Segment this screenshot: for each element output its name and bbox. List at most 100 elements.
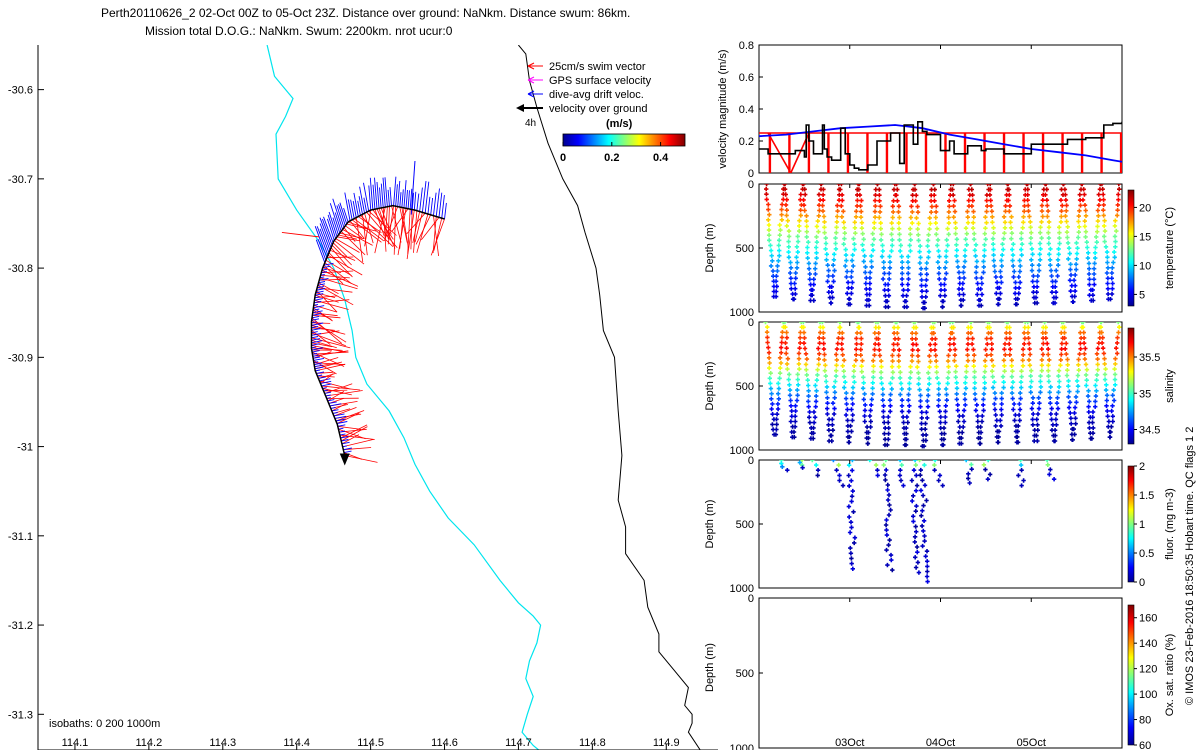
data-point [1000,253,1004,257]
data-point [1075,246,1079,250]
data-point [1026,203,1030,207]
data-point [983,364,987,368]
data-point [1057,369,1061,373]
data-point [1086,405,1090,409]
data-point [804,219,808,223]
data-point [911,514,915,518]
data-point [1035,285,1039,289]
data-point [784,213,788,217]
data-point [1069,416,1073,420]
data-point [1027,358,1031,362]
data-point [971,198,975,202]
data-point [774,417,778,421]
data-point [966,472,970,476]
data-point [767,233,771,237]
data-point [985,198,989,202]
data-point [1074,267,1078,271]
data-point [910,348,914,352]
data-point [1116,192,1120,196]
data-point [1008,347,1012,351]
data-point [770,254,774,258]
data-point [775,269,779,273]
data-point [913,555,917,559]
data-point [1029,369,1033,373]
data-point [913,199,917,203]
data-point [910,478,914,482]
data-point [766,345,770,349]
map-x-tick-label: 114.4 [283,737,310,749]
data-point [1008,336,1012,340]
data-point [789,287,793,291]
data-point [1017,402,1021,406]
data-point [862,414,866,418]
data-point [897,232,901,236]
data-point [1096,362,1100,366]
data-point [972,237,976,241]
data-point [940,305,944,309]
data-point [884,468,888,472]
data-point [1068,251,1072,255]
data-point [952,215,956,219]
data-point [855,198,859,202]
oxygen-colorbar [1128,605,1134,745]
data-point [841,364,845,368]
data-point [841,353,845,357]
data-point [880,381,884,385]
data-point [1002,347,1006,351]
data-point [1099,320,1103,324]
drift-vector [340,434,346,435]
data-point [1011,396,1015,400]
data-point [1077,368,1081,372]
data-point [787,372,791,376]
data-point [917,388,921,392]
data-point [946,376,950,380]
data-point [1087,267,1091,271]
data-point [1104,388,1108,392]
data-point [953,347,957,351]
data-point [910,499,914,503]
data-point [800,466,804,470]
data-point [817,214,821,218]
data-point [1045,458,1049,462]
data-point [980,281,984,285]
data-point [805,235,809,239]
data-point [882,260,886,264]
data-point [898,376,902,380]
data-point [793,425,797,429]
data-point [914,331,918,335]
data-point [936,249,940,253]
data-point [1046,209,1050,213]
data-point [851,375,855,379]
data-point [774,274,778,278]
data-point [897,359,901,363]
data-point [936,260,940,264]
colorbar-tick-label: 15 [1139,231,1151,243]
drift-vector [338,425,345,426]
data-point [1078,347,1082,351]
data-point [1031,274,1035,278]
data-point [1111,419,1115,423]
data-point [935,227,939,231]
drift-vector [428,197,430,214]
data-point [778,371,782,375]
data-point [787,255,791,259]
data-point [821,187,825,191]
data-point [972,359,976,363]
data-point [1115,336,1119,340]
data-point [1031,412,1035,416]
data-point [822,358,826,362]
data-point [851,510,855,514]
data-point [779,351,783,355]
data-point [788,260,792,264]
data-point [936,238,940,242]
temperature-scatter [764,182,1121,311]
data-point [1054,268,1058,272]
data-point [1037,396,1041,400]
data-point [970,342,974,346]
data-point [891,204,895,208]
data-point [787,229,791,233]
data-point [1028,220,1032,224]
data-point [967,198,971,202]
data-point [918,399,922,403]
data-point [878,204,882,208]
